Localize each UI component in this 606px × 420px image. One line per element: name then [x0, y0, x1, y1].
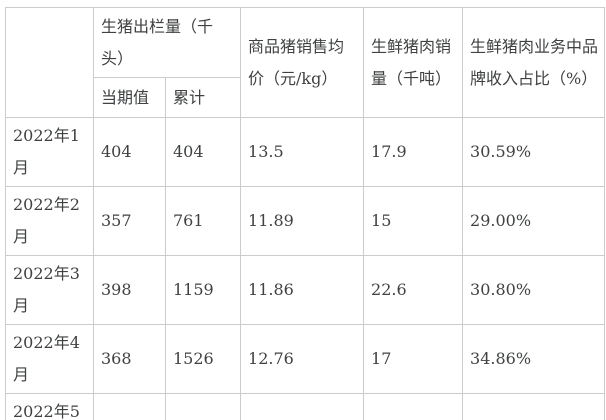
subheader-cumulative: 累计: [164, 77, 242, 118]
row-label: 2022年4月: [5, 324, 94, 394]
table-row: 2022年5月436196314.9518.338.25%: [5, 393, 606, 420]
table-cell: 15: [363, 186, 464, 256]
table-cell: 11.86: [240, 255, 365, 325]
table-row: 2022年4月 368 1526 12.76 17 34.86%: [5, 324, 606, 394]
table-cell: 34.86%: [462, 324, 606, 394]
table-cell: 1526: [164, 324, 242, 394]
table-cell: 398: [93, 255, 166, 325]
table-cell: 29.00%: [462, 186, 606, 256]
table-row: 2022年1月 404 404 13.5 17.9 30.59%: [5, 117, 606, 187]
corner-cell: [5, 7, 94, 118]
table-cell: 14.95: [240, 393, 365, 420]
table-cell: 436: [93, 393, 166, 420]
row-label: 2022年1月: [5, 117, 94, 187]
row-label: 2022年2月: [5, 186, 94, 256]
header-fresh-pork-volume: 生鲜猪肉销量（千吨）: [363, 7, 464, 118]
header-avg-sale-price: 商品猪销售均价（元/kg）: [240, 7, 365, 118]
table-cell: 11.89: [240, 186, 365, 256]
table-cell: 357: [93, 186, 166, 256]
table-cell: 30.59%: [462, 117, 606, 187]
table-body: 2022年1月 404 404 13.5 17.9 30.59% 2022年2月 357 761…: [5, 117, 606, 420]
table-cell: 1159: [164, 255, 242, 325]
table-cell: 13.5: [240, 117, 365, 187]
table-cell: 12.76: [240, 324, 365, 394]
row-label: 2022年5月: [5, 393, 94, 420]
header-row-sub: 当期值 累计: [6, 77, 605, 118]
table-row: 2022年3月 398 1159 11.86 22.6 30.80%: [5, 255, 606, 325]
table-cell: 17.9: [363, 117, 464, 187]
table-cell: 761: [164, 186, 242, 256]
header-brand-revenue-share: 生鲜猪肉业务中品牌收入占比（%）: [462, 7, 606, 118]
table-cell: 22.6: [363, 255, 464, 325]
table-cell: 1963: [164, 393, 242, 420]
table-cell: 404: [93, 117, 166, 187]
table-cell: 17: [363, 324, 464, 394]
table-cell: 18.3: [363, 393, 464, 420]
table-row: 2022年2月 357 761 11.89 15 29.00%: [5, 186, 606, 256]
pig-sales-table: 生猪出栏量（千头） 商品猪销售均价（元/kg） 生鲜猪肉销量（千吨） 生鲜猪肉业…: [5, 7, 606, 420]
subheader-current-value: 当期值: [93, 77, 166, 118]
header-hog-output: 生猪出栏量（千头）: [92, 7, 242, 78]
header-row-main: 生猪出栏量（千头） 商品猪销售均价（元/kg） 生鲜猪肉销量（千吨） 生鲜猪肉业…: [5, 7, 606, 118]
table-cell: 368: [93, 324, 166, 394]
table-cell: 38.25%: [462, 393, 606, 420]
row-label: 2022年3月: [5, 255, 94, 325]
table-cell: 404: [164, 117, 242, 187]
table-cell: 30.80%: [462, 255, 606, 325]
